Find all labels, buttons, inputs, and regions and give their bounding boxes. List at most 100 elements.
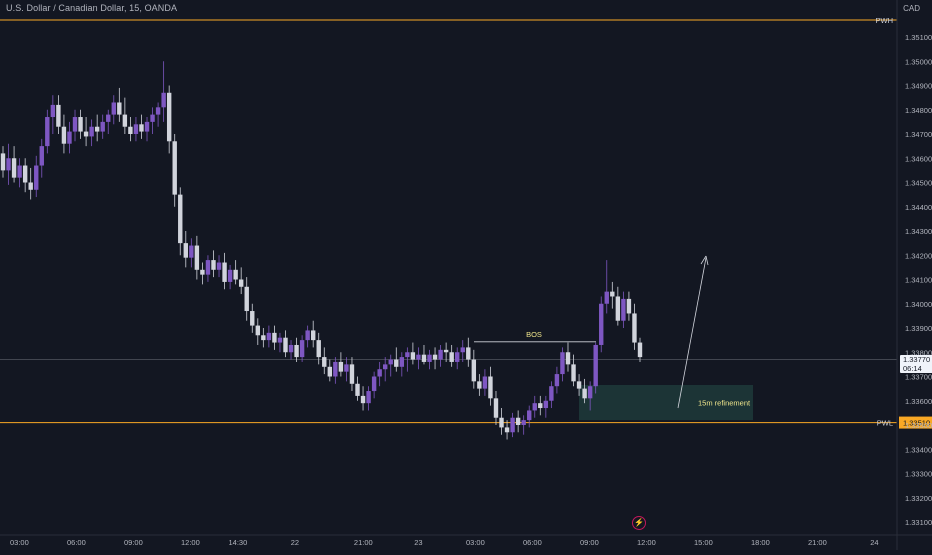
candle xyxy=(144,117,150,142)
candle xyxy=(515,410,521,433)
candle xyxy=(637,337,643,362)
candle xyxy=(421,344,427,365)
price-tick-label: 1.34900 xyxy=(905,82,932,91)
time-tick-label: 12:00 xyxy=(181,538,200,547)
current-price-badge: 1.33770 06:14 xyxy=(900,355,932,373)
candle xyxy=(593,342,598,394)
candle xyxy=(150,107,155,134)
candle-body xyxy=(366,391,371,404)
candle xyxy=(34,155,39,198)
candle-body xyxy=(438,349,443,360)
candle-body xyxy=(89,126,94,137)
candle-body xyxy=(178,194,183,244)
candle xyxy=(349,357,355,392)
candle-body xyxy=(305,330,310,341)
candle-body xyxy=(355,383,360,396)
current-price-value: 1.33770 xyxy=(903,355,931,364)
candle xyxy=(288,340,294,360)
candle-body xyxy=(410,352,416,360)
candle-body xyxy=(327,366,333,377)
candle-body xyxy=(427,354,432,362)
candle-body xyxy=(344,364,349,372)
time-tick-label: 21:00 xyxy=(808,538,827,547)
candle xyxy=(50,95,56,134)
candle-body xyxy=(272,332,277,343)
candle xyxy=(455,347,460,370)
candle xyxy=(322,347,327,375)
candle xyxy=(360,386,366,411)
candle xyxy=(488,366,493,406)
candle xyxy=(117,87,122,122)
candle xyxy=(178,187,183,256)
candle xyxy=(122,97,128,134)
candle-body xyxy=(17,165,22,178)
price-tick-label: 1.33800 xyxy=(905,348,932,357)
candle-body xyxy=(515,417,521,425)
candle-body xyxy=(349,364,355,384)
candle-body xyxy=(377,369,382,377)
candle xyxy=(111,95,116,125)
candle xyxy=(493,391,499,425)
candle xyxy=(205,255,211,282)
candle-body xyxy=(460,347,465,353)
candle-body xyxy=(0,153,6,171)
price-tick-label: 1.34700 xyxy=(905,130,932,139)
candle-body xyxy=(72,117,78,132)
candle xyxy=(394,347,399,372)
candle-body xyxy=(316,340,321,358)
candle xyxy=(194,235,200,280)
candle-body xyxy=(477,381,482,389)
candle xyxy=(183,231,188,268)
tradingview-logo-icon[interactable]: ⚡ xyxy=(632,516,646,530)
candle xyxy=(560,347,565,382)
candle-body xyxy=(416,354,421,360)
candle-body xyxy=(56,104,61,127)
price-tick-label: 1.33300 xyxy=(905,470,932,479)
candle xyxy=(532,395,537,418)
symbol-title: U.S. Dollar / Canadian Dollar, 15, OANDA xyxy=(6,3,178,13)
refinement-zone xyxy=(579,384,753,421)
candle xyxy=(200,262,205,285)
candle xyxy=(294,337,299,362)
candle-body xyxy=(394,359,399,367)
candle-body xyxy=(338,361,344,372)
candle xyxy=(94,114,100,142)
candle-body xyxy=(139,124,144,132)
candle-body xyxy=(443,349,449,353)
candle xyxy=(449,344,454,367)
candle-body xyxy=(128,126,133,134)
candle-body xyxy=(117,102,122,115)
candle-body xyxy=(155,107,161,115)
candle-body xyxy=(28,182,33,190)
candle xyxy=(416,347,421,370)
candle-body xyxy=(244,286,249,312)
candle-body xyxy=(532,403,537,411)
candle xyxy=(233,260,238,285)
candle xyxy=(571,354,576,387)
candle-body xyxy=(78,117,83,132)
time-tick-label: 15:00 xyxy=(694,538,713,547)
candle xyxy=(277,332,283,353)
candle-body xyxy=(593,344,598,387)
bos-label: BOS xyxy=(526,330,542,339)
currency-label[interactable]: CAD xyxy=(903,4,920,13)
level-label-pwh: PWH xyxy=(876,16,894,25)
candle-body xyxy=(22,165,28,183)
candle-body xyxy=(421,354,427,362)
price-tick-label: 1.34300 xyxy=(905,227,932,236)
candle-body xyxy=(233,269,238,280)
candle-body xyxy=(261,335,266,341)
candle xyxy=(565,342,571,372)
candle xyxy=(316,332,321,365)
candle xyxy=(482,369,488,396)
level-badge-text: 1.33510 xyxy=(903,419,930,428)
price-tick-label: 1.35100 xyxy=(905,33,932,42)
candle xyxy=(155,102,161,127)
candle-body xyxy=(200,269,205,275)
candle xyxy=(78,109,83,139)
candle xyxy=(333,357,338,384)
candle xyxy=(100,114,105,139)
time-tick-label: 03:00 xyxy=(10,538,29,547)
